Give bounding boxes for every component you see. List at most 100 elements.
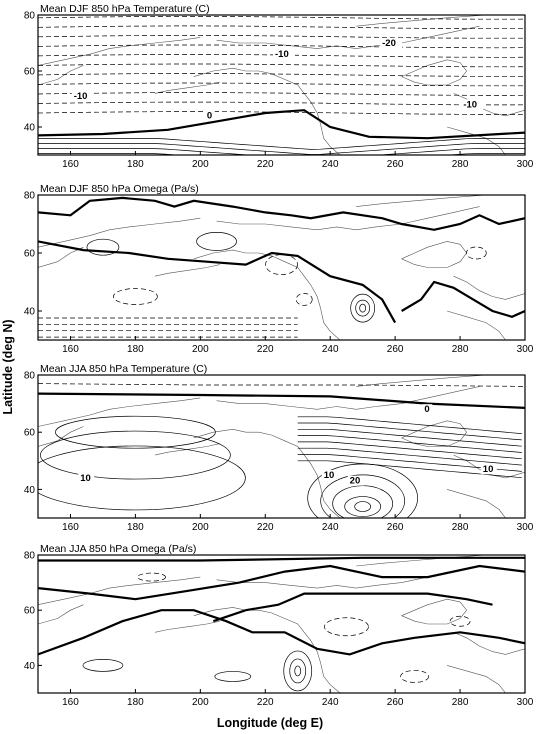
x-tick-label: 160 [62, 344, 79, 355]
x-tick-label: 300 [517, 344, 534, 355]
panel-title: Mean JJA 850 hPa Temperature (C) [40, 363, 207, 375]
x-tick-label: 220 [257, 522, 274, 533]
isotherm-zero [38, 392, 525, 409]
coastline [356, 555, 487, 567]
omega-cell [265, 254, 298, 275]
omega-cell [465, 246, 487, 260]
coastline [38, 604, 84, 625]
x-tick-label: 240 [322, 697, 339, 708]
y-tick-label: 80 [24, 371, 36, 382]
panel-djf-temperature: Mean DJF 850 hPa Temperature (C) -10 -10 0 -… [24, 3, 534, 170]
x-tick-label: 300 [517, 159, 534, 170]
isotherm-warm-core [307, 463, 419, 518]
panel-djf-omega: Mean DJF 850 hPa Omega (Pa/s) 160 180 200 22… [24, 183, 534, 355]
contour-label: 10 [324, 470, 335, 481]
isotherm-closed [40, 430, 231, 480]
omega-cell [449, 615, 471, 627]
omega-cell [359, 303, 367, 313]
contour-label: -10 [74, 91, 88, 102]
isotherm-negative [38, 63, 525, 68]
omega-zero-contour [38, 240, 397, 324]
y-tick-label: 60 [24, 606, 36, 617]
contour-label-backdrop [273, 49, 296, 59]
x-tick-label: 220 [257, 344, 274, 355]
y-tick-label: 40 [24, 307, 36, 318]
isotherm-warm-core [320, 474, 406, 518]
omega-cell [82, 659, 124, 672]
x-tick-label: 220 [257, 159, 274, 170]
isotherm-negative [38, 25, 525, 30]
x-tick-label: 180 [127, 344, 144, 355]
omega-zero-contour [401, 280, 525, 318]
y-tick-label: 40 [24, 485, 36, 496]
contour-label-backdrop [461, 99, 484, 110]
x-tick-label: 220 [257, 697, 274, 708]
x-tick-label: 300 [517, 522, 534, 533]
contour-label-backdrop [204, 110, 215, 121]
coastline [38, 576, 201, 605]
panel-title: Mean DJF 850 hPa Temperature (C) [40, 3, 210, 15]
omega-cell [295, 293, 313, 306]
isotherm-closed [55, 415, 216, 449]
y-tick-label: 60 [24, 67, 36, 78]
omega-zero-contour [38, 609, 525, 656]
coastline [216, 386, 480, 410]
isotherm-negative [38, 73, 525, 77]
contour-label-backdrop [78, 472, 95, 483]
coastline [38, 37, 201, 66]
isotherm-positive [38, 143, 525, 155]
x-axis-title: Longitude (deg E) [217, 716, 323, 730]
isotherm-negative [38, 92, 525, 96]
panel-title: Mean JJA 850 hPa Omega (Pa/s) [40, 543, 196, 555]
contour-plot [38, 375, 525, 518]
omega-cell [113, 288, 158, 305]
contour-label: 10 [80, 473, 91, 484]
omega-zero-contour [38, 196, 525, 231]
omega-cell [137, 572, 166, 582]
contour-label: -10 [463, 99, 477, 110]
panel-title: Mean DJF 850 hPa Omega (Pa/s) [40, 183, 199, 195]
omega-zero-contour [212, 592, 493, 623]
isotherm-positive [297, 435, 522, 453]
coastline [401, 241, 467, 268]
coastline [356, 195, 487, 207]
x-tick-label: 240 [322, 159, 339, 170]
isotherm-warm-core [344, 496, 382, 517]
y-axis-title: Latitude (deg N) [1, 319, 15, 414]
contour-plot [38, 555, 525, 693]
x-tick-label: 280 [452, 344, 469, 355]
contour-plot [38, 195, 525, 340]
x-tick-label: 260 [387, 344, 404, 355]
coastline [447, 489, 506, 518]
contour-label-backdrop [480, 464, 497, 475]
y-tick-label: 80 [24, 551, 36, 562]
contour-label: 20 [350, 476, 361, 487]
isotherm-negative [38, 82, 525, 87]
omega-cell [324, 617, 369, 637]
coastline [38, 397, 201, 427]
isotherm-positive [297, 441, 522, 460]
coastline [38, 426, 84, 447]
omega-cell [400, 670, 429, 683]
isotherm-negative [38, 44, 525, 49]
contour-label-backdrop [71, 91, 94, 101]
coastline [154, 264, 220, 277]
omega-cell [294, 665, 302, 677]
isotherm-negative [38, 35, 525, 39]
x-tick-label: 180 [127, 697, 144, 708]
isotherm-negative [38, 383, 525, 387]
omega-cell [214, 671, 252, 682]
plot-frame [37, 14, 526, 156]
contour-label: -20 [382, 38, 396, 49]
isotherm-closed [38, 445, 246, 511]
coastline [193, 607, 341, 693]
plot-frame [37, 374, 526, 519]
y-tick-label: 80 [24, 191, 36, 202]
y-tick-label: 60 [24, 428, 36, 439]
y-tick-label: 60 [24, 249, 36, 260]
x-tick-label: 160 [62, 159, 79, 170]
isotherm-positive [38, 153, 525, 155]
x-tick-label: 240 [322, 344, 339, 355]
isotherm-positive [297, 447, 522, 466]
